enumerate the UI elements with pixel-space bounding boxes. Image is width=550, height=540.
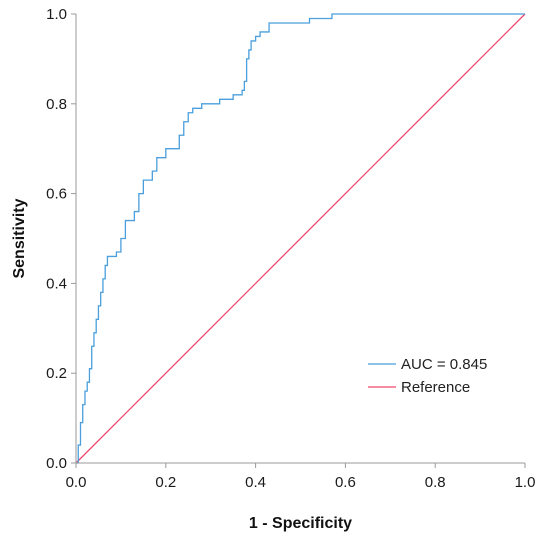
y-tick-label: 1.0 [46,6,67,23]
ticks-layer: 0.0 0.2 0.4 0.6 0.8 1.0 0.0 0.2 0.4 0.6 0.8 1.0 [46,6,535,491]
y-tick-label: 0.6 [46,186,67,203]
series-layer [75,13,526,464]
legend: AUC = 0.845 Reference [368,356,487,396]
x-tick-label: 0.6 [335,474,356,491]
x-tick-label: 0.2 [155,474,176,491]
y-tick-label: 0.2 [46,365,67,382]
x-tick-label: 0.0 [66,474,87,491]
x-tick-label: 0.4 [245,474,266,491]
axes-layer [75,14,525,464]
x-tick-label: 0.8 [425,474,446,491]
series-line-reference [75,13,526,464]
y-tick-label: 0.8 [46,96,67,113]
y-axis-title: Sensitivity [11,198,28,278]
legend-label-reference: Reference [401,379,470,396]
y-tick-label: 0.4 [46,275,67,292]
y-tick-label: 0.0 [46,455,67,472]
legend-label-roc: AUC = 0.845 [401,356,487,373]
x-axis-title: 1 - Specificity [249,515,352,532]
series-line-roc [76,13,525,464]
x-tick-label: 1.0 [515,474,536,491]
